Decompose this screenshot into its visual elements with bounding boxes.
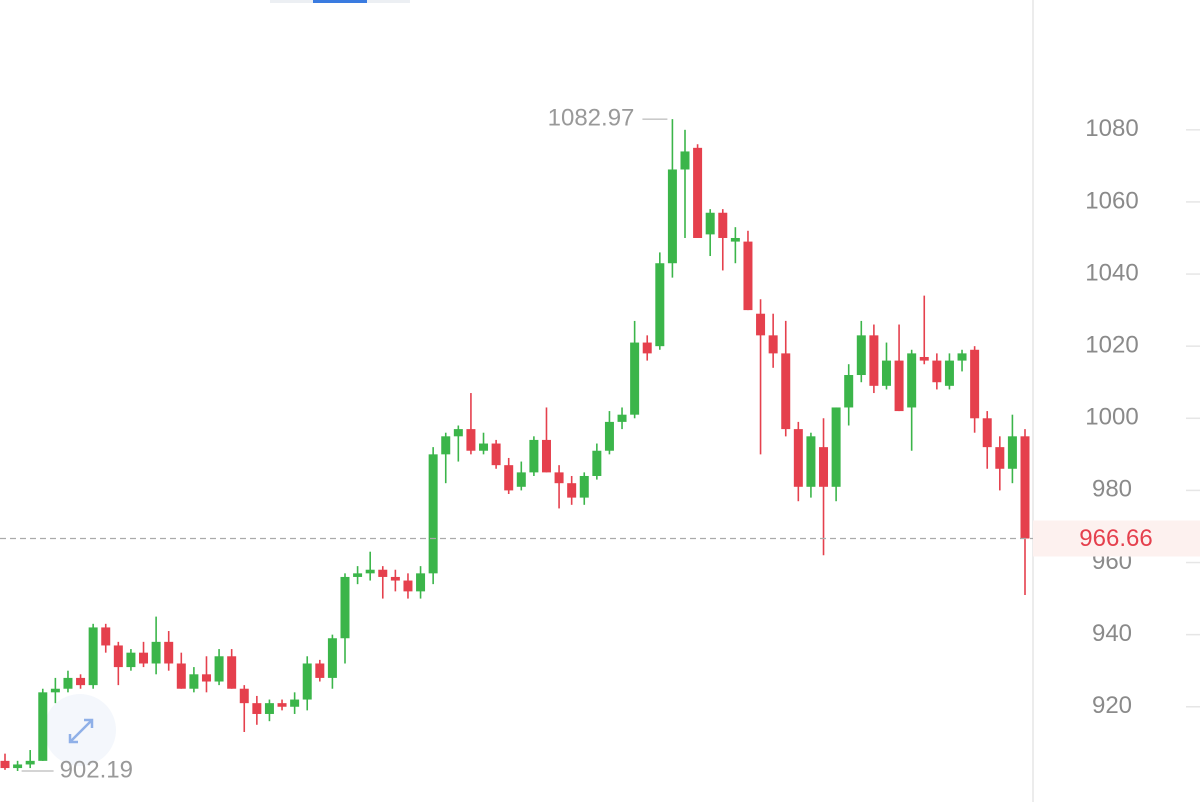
candle-body [869, 335, 879, 386]
candle-body [982, 418, 992, 448]
candle-body [768, 335, 778, 354]
y-tick-label: 1040 [1085, 259, 1138, 286]
candle-body [756, 313, 766, 336]
candle-body [315, 663, 325, 678]
candle-body [554, 472, 564, 484]
candle-body [340, 576, 350, 639]
candle-body [491, 443, 501, 466]
candle-body [919, 356, 929, 361]
candle-body [667, 169, 677, 264]
candle-body [693, 147, 703, 238]
candle-body [630, 342, 640, 415]
candle-body [730, 237, 740, 242]
candle-body [176, 663, 186, 689]
candle-body [227, 656, 237, 689]
tab-indicator [313, 0, 367, 3]
candle-body [63, 677, 73, 689]
candle-body [881, 360, 891, 386]
price-axis-panel [1033, 0, 1200, 802]
candle-body [264, 703, 274, 714]
y-tick-label: 980 [1092, 476, 1132, 503]
y-tick-label: 1000 [1085, 404, 1138, 431]
candle-body [441, 436, 451, 455]
candle-body [126, 652, 136, 668]
candle-body [290, 699, 300, 707]
candle-body [101, 627, 111, 646]
candle-body [604, 421, 614, 451]
candle-body [201, 674, 211, 682]
candle-body [705, 212, 715, 235]
candle-body [819, 447, 829, 487]
candle-body [390, 576, 400, 581]
candle-body [579, 475, 589, 498]
candle-body [353, 573, 363, 577]
candle-body [0, 760, 10, 769]
candle-body [1007, 436, 1017, 469]
candle-body [793, 429, 803, 487]
candle-body [680, 151, 690, 170]
candle-body [894, 360, 904, 412]
last-price-label: 966.66 [1079, 525, 1152, 552]
candle-body [995, 447, 1005, 469]
candle-body [957, 353, 967, 361]
candle-body [516, 472, 526, 487]
candle-body [164, 641, 174, 664]
candle-body [252, 703, 262, 714]
candle-body [151, 641, 161, 664]
candle-body [453, 429, 463, 437]
candle-body [831, 407, 841, 487]
candle-body [403, 580, 413, 592]
candle-body [932, 360, 942, 383]
y-tick-label: 920 [1092, 692, 1132, 719]
candle-body [844, 375, 854, 408]
y-tick-label: 940 [1092, 620, 1132, 647]
y-tick-label: 1020 [1085, 332, 1138, 359]
candle-body [378, 569, 388, 577]
candle-body [239, 688, 249, 704]
candle-body [13, 764, 23, 769]
candle-body [592, 450, 602, 476]
y-tick-label: 1060 [1085, 187, 1138, 214]
candle-body [718, 212, 728, 238]
candle-body [907, 353, 917, 408]
candle-body [88, 627, 98, 686]
candle-body [416, 573, 426, 592]
candle-body [655, 263, 665, 347]
high-marker-label: 1082.97 [548, 104, 635, 131]
candle-body [567, 483, 577, 498]
candle-body [189, 674, 199, 689]
candle-body [970, 349, 980, 419]
candle-body [302, 663, 312, 700]
candle-body [617, 414, 627, 422]
candle-body [113, 645, 123, 668]
candle-body [944, 360, 954, 386]
candle-body [38, 692, 48, 761]
candle-body [139, 652, 149, 664]
candle-body [277, 703, 287, 707]
low-marker-label: 902.19 [60, 756, 133, 783]
candle-body [50, 688, 60, 693]
last-price-box [1033, 520, 1200, 557]
candle-body [529, 439, 539, 473]
candle-body [504, 465, 514, 491]
candle-body [327, 638, 337, 678]
candle-body [642, 342, 652, 354]
candle-body [466, 429, 476, 451]
candle-body [25, 760, 35, 765]
candle-body [428, 454, 438, 574]
candle-body [479, 443, 489, 451]
candle-body [365, 569, 375, 574]
candle-body [781, 353, 791, 430]
candle-body [806, 436, 816, 487]
candle-body [743, 241, 753, 311]
candle-body [856, 335, 866, 376]
expand-button[interactable] [44, 694, 116, 766]
candle-body [1020, 436, 1030, 539]
y-tick-label: 1080 [1085, 115, 1138, 142]
candle-body [214, 656, 224, 682]
candle-body [76, 677, 86, 686]
candle-body [541, 439, 551, 473]
